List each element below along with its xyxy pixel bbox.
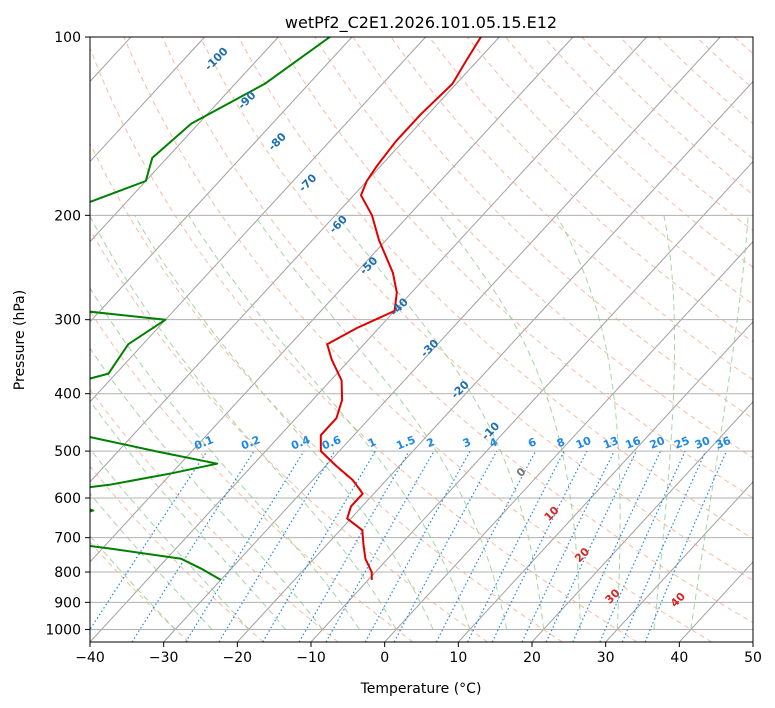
isotherm-line — [90, 37, 205, 163]
x-tick-label: 10 — [449, 650, 467, 666]
x-axis: −40 −30 −20 −10 0 10 20 30 40 50 — [75, 642, 762, 666]
isotherm-line — [90, 37, 353, 323]
x-tick-label: 40 — [670, 650, 688, 666]
series-layer — [90, 37, 482, 581]
mixing-ratio-label: 13 — [601, 434, 620, 452]
x-tick-label: −20 — [223, 650, 253, 666]
mixing-ratio-label: 8 — [555, 435, 567, 450]
dry-adiabat-line — [390, 37, 753, 381]
mixing-ratio-line — [218, 450, 336, 642]
mixing-ratio-line — [185, 450, 305, 642]
dry-adiabat-line — [90, 46, 638, 642]
moist-adiabat-line — [187, 215, 471, 630]
y-tick-label: 300 — [54, 313, 81, 329]
mixing-ratio-label: 20 — [648, 434, 667, 452]
moist-adiabat-line — [90, 492, 213, 630]
isotherm-line — [457, 320, 753, 642]
isotherm-line — [310, 160, 753, 642]
plot-frame — [89, 36, 754, 643]
mixing-ratio-line — [466, 450, 565, 642]
y-tick-label: 900 — [54, 595, 81, 611]
mixing-ratio-line — [364, 450, 471, 642]
isotherm-line — [90, 37, 647, 642]
isotherm-line — [605, 481, 753, 642]
isotherm-line — [0, 37, 57, 642]
mixing-ratio-line — [644, 450, 728, 642]
moist-adiabat-line — [439, 214, 581, 630]
mixing-ratio-label: 16 — [623, 434, 642, 452]
mixing-ratio-line — [599, 450, 686, 642]
moist-adiabat-line — [90, 535, 176, 630]
x-tick-label: 50 — [744, 650, 762, 666]
mixing-ratio-label: 10 — [574, 434, 593, 452]
moist-adiabat-line — [90, 287, 360, 630]
moist-adiabat-line — [253, 215, 508, 630]
isotherm-line — [531, 401, 753, 642]
y-axis: 100 200 300 400 500 600 700 800 900 1000 — [45, 30, 90, 638]
mixing-ratio-line — [325, 450, 435, 642]
mixing-ratio-label: 36 — [714, 434, 733, 452]
y-tick-label: 700 — [54, 531, 81, 547]
x-tick-label: −40 — [75, 650, 105, 666]
dry-adiabat-line — [90, 310, 414, 642]
temperature-profile-line — [319, 37, 482, 580]
moist-adiabat-line — [134, 215, 434, 630]
dry-adiabat-line — [466, 37, 753, 305]
isotherm-line — [90, 37, 279, 243]
y-tick-label: 100 — [54, 30, 81, 46]
isotherm-line — [163, 37, 721, 642]
y-tick-label: 500 — [54, 444, 81, 460]
x-tick-label: −10 — [296, 650, 326, 666]
dry-adiabat-line — [161, 37, 753, 624]
x-tick-label: 0 — [380, 650, 389, 666]
x-tick-label: 30 — [597, 650, 615, 666]
y-tick-label: 600 — [54, 491, 81, 507]
mixing-ratio-label: 3 — [461, 435, 473, 450]
dry-adiabat-line — [90, 465, 264, 642]
dry-adiabat-line — [237, 37, 753, 540]
moist-adiabat-line — [90, 347, 323, 630]
isotherm-line — [90, 37, 500, 483]
dry-adiabat-line — [276, 37, 753, 499]
mixing-ratio-line — [621, 450, 707, 642]
mixing-ratio-label: 1 — [366, 435, 378, 450]
moist-adiabat-line — [90, 215, 397, 630]
moist-adiabat-line — [336, 214, 544, 630]
mixing-ratio-label: 30 — [693, 434, 712, 452]
y-axis-label: Pressure (hPa) — [12, 290, 28, 390]
isotherm-line — [384, 240, 753, 642]
mixing-ratio-line — [131, 450, 255, 642]
y-tick-label: 400 — [54, 387, 81, 403]
y-tick-label: 1000 — [45, 622, 81, 638]
mixing-ratio-line — [393, 450, 498, 642]
moist-adiabat-line — [653, 215, 676, 630]
mixing-ratio-line — [491, 450, 588, 642]
grid-layer — [0, 37, 753, 642]
moist-adiabat-line — [556, 215, 621, 630]
isotherm-line — [90, 37, 426, 403]
x-tick-label: 20 — [523, 650, 541, 666]
x-axis-label: Temperature (°C) — [360, 681, 482, 697]
isotherm-line — [236, 80, 753, 642]
isotherm-line — [752, 641, 753, 642]
x-tick-label: −30 — [149, 650, 179, 666]
dewpoint-profile-line — [90, 37, 331, 581]
isotherm-line — [90, 37, 574, 563]
y-tick-label: 200 — [54, 208, 81, 224]
chart-title: wetPf2_C2E1.2026.101.05.15.E12 — [285, 13, 557, 33]
mixing-ratio-label: 2 — [425, 435, 437, 450]
plot-background — [90, 37, 753, 642]
moist-adiabat-line — [690, 215, 749, 630]
mixing-ratio-line — [90, 450, 208, 631]
y-tick-label: 800 — [54, 565, 81, 581]
mixing-ratio-label: 25 — [672, 434, 691, 452]
dry-adiabat-line — [90, 228, 488, 642]
